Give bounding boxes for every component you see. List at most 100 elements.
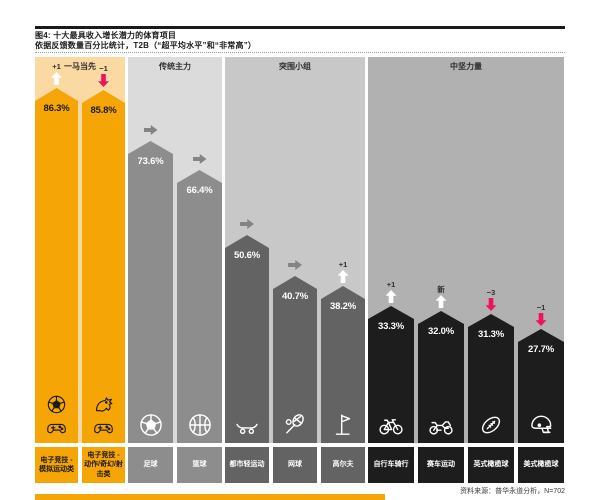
trend-down-icon [98, 74, 109, 87]
category-label: 都市轻运动 [225, 447, 269, 483]
source-note: 资料来源：普华永道分析，N=702 [460, 488, 565, 495]
figure-subtitle: 依据反馈数量百分比统计，T2B（“超平均水平”和“非常高”） [35, 41, 257, 50]
trend-down-icon [535, 313, 547, 326]
group-panel: 一马当先 +1 86.3% −1 85.8% [35, 57, 125, 443]
trend-indicator [128, 125, 173, 135]
rank-change-label: +1 [386, 279, 396, 289]
trend-up-icon [337, 270, 349, 283]
rugby-ball-icon [478, 412, 504, 438]
dragon-icon [93, 394, 114, 415]
bar-column: 新 32.0% [418, 57, 464, 443]
group-1: 一马当先 +1 86.3% −1 85.8% 电子竞技 - 模拟运动类 电子竞技 - 动作/… [35, 57, 125, 483]
bar-icons [518, 412, 564, 438]
bar-icons [35, 394, 78, 438]
bar-value-label: 86.3% [43, 103, 70, 114]
bar-value-label: 40.7% [282, 291, 308, 302]
rank-change-label: −3 [486, 287, 496, 297]
trend-flat-icon [192, 154, 207, 164]
group-panel: 突围小组 50.6% 40.7% +1 38.2% [225, 57, 365, 443]
category-labels-row: 自行车骑行 赛车运动 英式橄榄球 美式橄榄球 [368, 447, 564, 483]
bar-icons [468, 412, 514, 438]
bar-value-label: 73.6% [137, 156, 164, 167]
trend-up-icon [435, 295, 447, 308]
group-panel: 传统主力 73.6% 66.4% [128, 57, 222, 443]
bar-icons [418, 412, 464, 438]
category-label: 美式橄榄球 [518, 447, 564, 483]
trend-indicator: 新 [418, 284, 464, 308]
trend-indicator [225, 219, 269, 229]
soccer-ball-icon [46, 394, 67, 415]
bar-column: +1 86.3% [35, 57, 78, 443]
bar-column: −1 85.8% [82, 57, 125, 443]
bar-value-label: 31.3% [478, 329, 504, 340]
bar-column: 40.7% [273, 57, 317, 443]
bar-icons [321, 412, 365, 438]
motorcycle-icon [428, 412, 454, 438]
trend-indicator: +1 [35, 61, 78, 85]
bar-icons [273, 412, 317, 438]
bar: 66.4% [177, 170, 222, 443]
top-rule [35, 26, 565, 29]
basketball-icon [187, 412, 213, 438]
bar-value-label: 32.0% [428, 326, 454, 337]
category-label: 篮球 [177, 447, 222, 483]
bar-icons [128, 412, 173, 438]
bar: 86.3% [35, 88, 78, 443]
bar-icons [368, 412, 414, 438]
category-labels-row: 电子竞技 - 模拟运动类 电子竞技 - 动作/奇幻/射击类 [35, 447, 125, 483]
category-labels-row: 都市轻运动 网球 高尔夫 [225, 447, 365, 483]
trend-indicator: −1 [82, 63, 125, 87]
category-labels-row: 足球 篮球 [128, 447, 222, 483]
bar: 38.2% [321, 286, 365, 443]
rank-change-label: −1 [99, 63, 108, 73]
bottom-accent-bar [35, 494, 385, 500]
bar-icons [82, 394, 125, 438]
tennis-racket-icon [282, 412, 308, 438]
group-title: 一马当先 [64, 62, 96, 71]
football-helmet-icon [528, 412, 554, 438]
bar-column: −3 31.3% [468, 57, 514, 443]
bar: 85.8% [82, 90, 125, 443]
bar-value-label: 85.8% [90, 105, 117, 116]
bars-area: +1 86.3% −1 85.8% [35, 57, 125, 443]
category-label: 电子竞技 - 动作/奇幻/射击类 [82, 447, 125, 483]
figure-title: 图4: 十大最具收入增长潜力的体育项目 [35, 31, 177, 40]
bar: 40.7% [273, 276, 317, 443]
rank-change-label: −1 [536, 302, 546, 312]
bar-column: −1 27.7% [518, 57, 564, 443]
bar-icons [225, 412, 269, 438]
bar: 73.6% [128, 141, 173, 443]
trend-up-icon [385, 290, 397, 303]
rank-change-label: +1 [338, 259, 348, 269]
rank-change-label: +1 [52, 61, 61, 71]
trend-indicator: +1 [368, 279, 414, 303]
bars-area: 50.6% 40.7% +1 38.2% [225, 57, 365, 443]
trend-flat-icon [288, 260, 302, 270]
trend-up-icon [51, 72, 62, 85]
golf-flag-icon [330, 412, 356, 438]
bars-area: +1 33.3% 新 32.0% −3 31.3% −1 27.7% [368, 57, 564, 443]
rank-change-label: 新 [437, 284, 445, 294]
trend-down-icon [485, 298, 497, 311]
category-label: 电子竞技 - 模拟运动类 [35, 447, 78, 483]
bar: 31.3% [468, 314, 514, 443]
trend-indicator [273, 260, 317, 270]
bar-column: 66.4% [177, 57, 222, 443]
bar-chart: 一马当先 +1 86.3% −1 85.8% 电子竞技 - 模拟运动类 电子竞技 - 动作/… [35, 57, 565, 483]
bicycle-icon [378, 412, 404, 438]
group-2: 传统主力 73.6% 66.4% 足球 篮球 [128, 57, 222, 483]
category-label: 网球 [273, 447, 317, 483]
trend-indicator: +1 [321, 259, 365, 283]
group-panel: 中坚力量 +1 33.3% 新 32.0% −3 31.3% −1 27.7% [368, 57, 564, 443]
group-title: 中坚力量 [450, 62, 482, 71]
game-controller-icon [93, 417, 114, 438]
bar-value-label: 33.3% [378, 321, 404, 332]
trend-flat-icon [143, 125, 158, 135]
group-4: 中坚力量 +1 33.3% 新 32.0% −3 31.3% −1 27.7% 自行车骑行 赛车运动… [368, 57, 564, 483]
trend-flat-icon [240, 219, 254, 229]
bar-column: +1 38.2% [321, 57, 365, 443]
bar-column: 73.6% [128, 57, 173, 443]
bars-area: 73.6% 66.4% [128, 57, 222, 443]
dotted-divider [35, 52, 565, 53]
game-controller-icon [46, 417, 67, 438]
